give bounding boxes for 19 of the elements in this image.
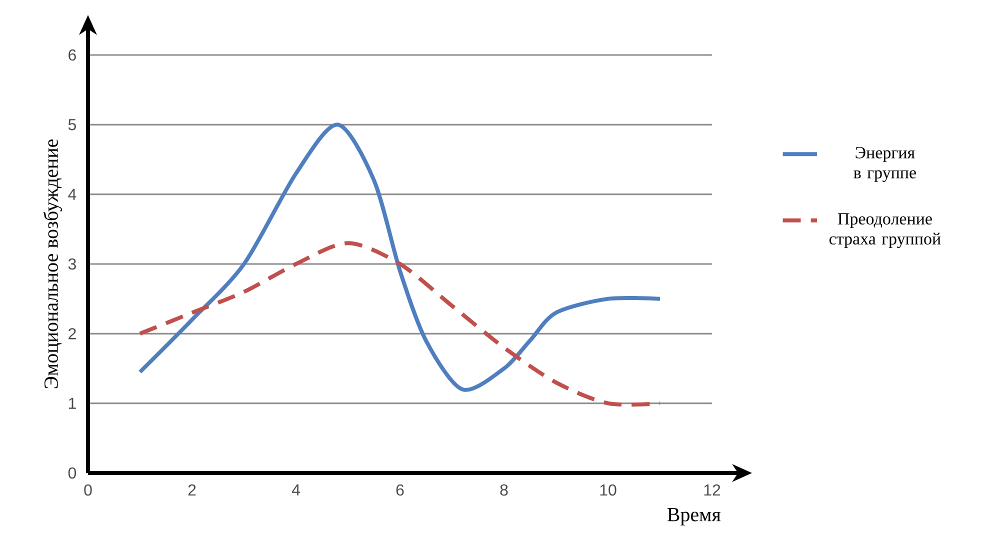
y-tick-label: 1 — [68, 398, 76, 409]
y-axis-title: Эмоциональное возбуждение — [43, 139, 62, 388]
x-axis-title: Время — [667, 508, 721, 526]
legend-label: Энергия в группе — [854, 146, 916, 182]
line-series — [138, 122, 662, 392]
x-tick-label: 10 — [600, 484, 616, 496]
y-tick-label: 5 — [68, 119, 76, 130]
x-tick-label: 8 — [500, 484, 508, 496]
y-tick-label: 3 — [68, 258, 76, 270]
x-tick-label: 0 — [84, 484, 92, 496]
legend-label: Преодоление страха группой — [829, 213, 941, 248]
x-tick-label: 4 — [292, 484, 300, 496]
y-tick-label: 2 — [68, 328, 76, 340]
y-tick-label: 4 — [68, 188, 76, 200]
x-tick-label: 6 — [396, 484, 404, 496]
y-tick-label: 6 — [68, 49, 76, 61]
x-tick-label: 2 — [188, 484, 196, 496]
x-tick-label: 12 — [704, 484, 720, 496]
y-tick-label: 0 — [68, 467, 76, 479]
